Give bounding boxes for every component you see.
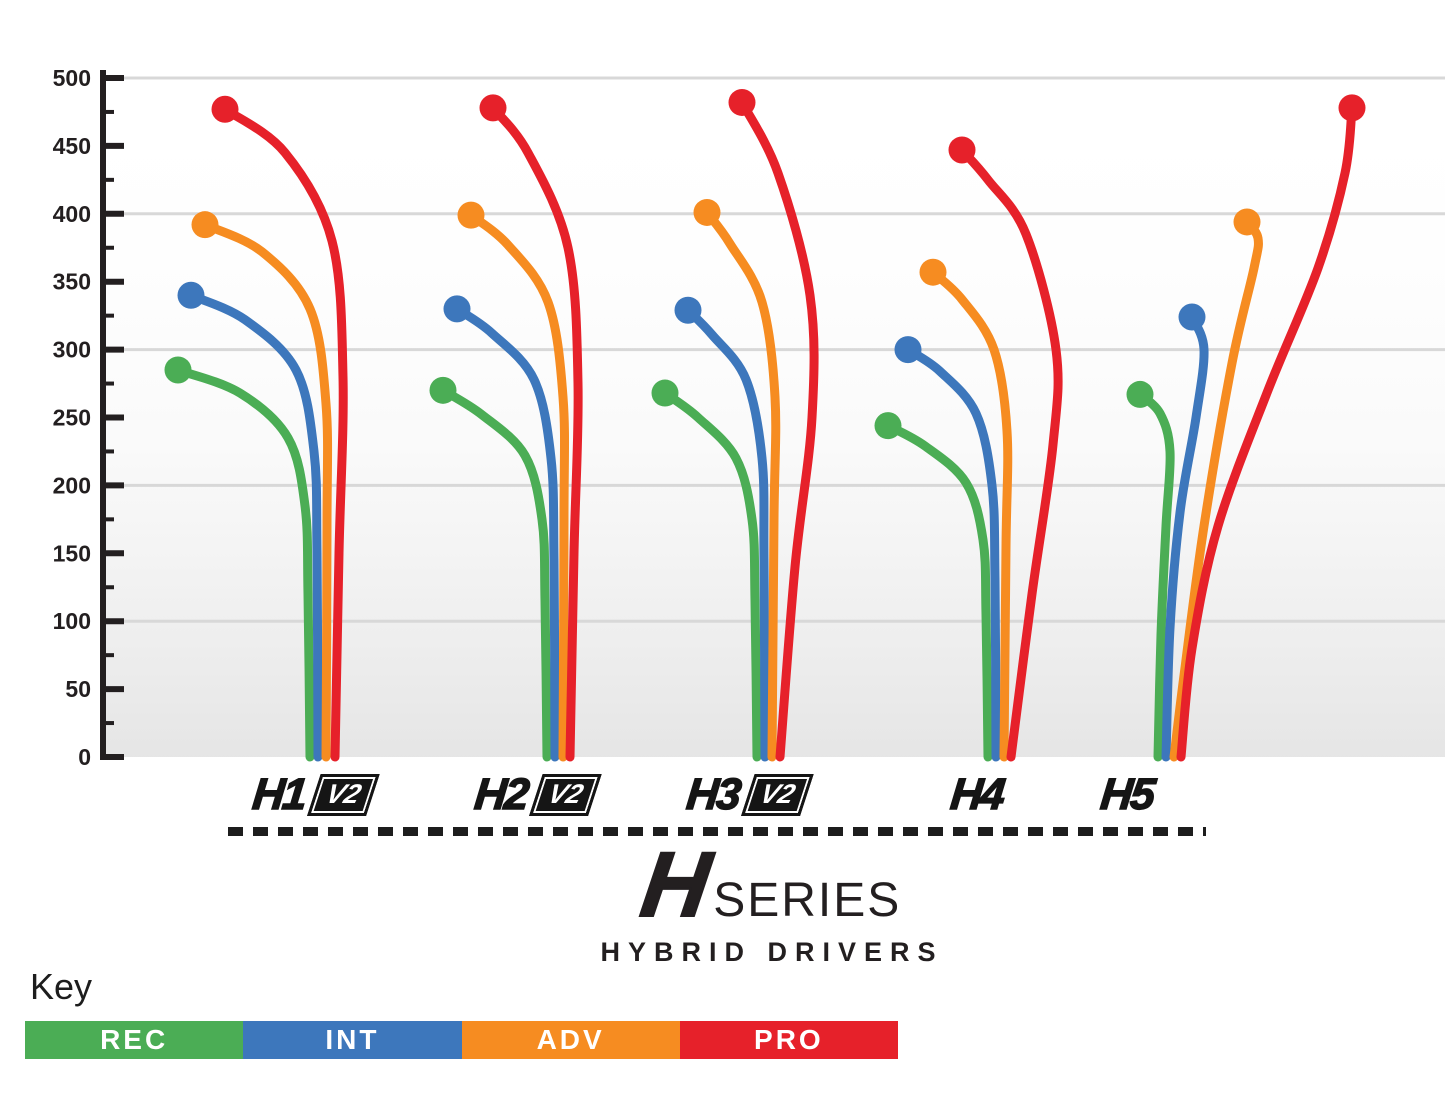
flight-path-H5-REC <box>1135 389 1175 762</box>
series-title: H SERIES <box>600 833 943 937</box>
y-tick-label-150: 150 <box>53 540 91 566</box>
series-title-letter: H <box>635 833 718 937</box>
key-segment-REC: REC <box>25 1021 244 1059</box>
disc-name-text: H3 <box>684 769 743 820</box>
flight-endpoint-H5-ADV <box>1233 208 1261 236</box>
flight-endpoint-H3V2-PRO <box>728 88 756 116</box>
key-segment-PRO: PRO <box>679 1021 898 1059</box>
flight-path-H2V2-INT <box>452 304 560 762</box>
disc-label-H5: H5 <box>1098 769 1157 820</box>
flight-endpoint-H1V2-ADV <box>191 211 219 239</box>
flight-path-H3V2-ADV <box>702 207 781 762</box>
flight-path-H5-PRO <box>1176 103 1357 762</box>
flight-path-H4-PRO <box>957 145 1063 762</box>
y-tick-label-350: 350 <box>53 269 91 295</box>
y-tick-label-500: 500 <box>53 65 91 91</box>
flight-endpoint-H4-REC <box>874 412 902 440</box>
disc-name-text: H1 <box>250 769 309 820</box>
flight-endpoint-H4-INT <box>894 336 922 364</box>
flight-path-H2V2-ADV <box>466 210 570 762</box>
flight-path-H3V2-REC <box>660 388 762 762</box>
flight-endpoint-H5-REC <box>1126 380 1154 408</box>
disc-name-text: H4 <box>948 769 1007 820</box>
key-segment-INT: INT <box>243 1021 462 1059</box>
flight-path-H3V2-INT <box>683 305 770 762</box>
disc-label-H4: H4 <box>948 769 1007 820</box>
disc-label-H3: H3 V2 <box>684 769 814 820</box>
disc-label-H1: H1 V2 <box>250 769 380 820</box>
y-tick-label-200: 200 <box>53 472 91 498</box>
disc-name-text: H2 <box>472 769 531 820</box>
flight-endpoint-H1V2-PRO <box>211 95 239 123</box>
flight-path-H1V2-PRO <box>220 104 348 762</box>
flight-endpoint-H2V2-INT <box>443 295 471 323</box>
title-block: H SERIES HYBRID DRIVERS <box>600 833 944 968</box>
flight-endpoint-H2V2-REC <box>429 376 457 404</box>
disc-label-H2: H2 V2 <box>472 769 602 820</box>
v2-badge: V2 <box>529 774 602 816</box>
y-tick-label-250: 250 <box>53 405 91 431</box>
y-tick-label-50: 50 <box>65 676 91 702</box>
flight-path-H3V2-PRO <box>737 97 819 762</box>
flight-endpoint-H3V2-ADV <box>693 198 721 226</box>
flight-endpoint-H1V2-INT <box>177 281 205 309</box>
disc-name-text: H5 <box>1098 769 1157 820</box>
key-legend-bar: REC INT ADV PRO <box>25 1021 898 1059</box>
flight-path-H1V2-INT <box>186 290 323 762</box>
flight-endpoint-H5-PRO <box>1338 94 1366 122</box>
series-subtitle: HYBRID DRIVERS <box>600 937 944 968</box>
flight-endpoint-H3V2-INT <box>674 296 702 324</box>
y-tick-label-0: 0 <box>78 744 91 770</box>
v2-badge: V2 <box>307 774 380 816</box>
flight-endpoint-H4-PRO <box>948 136 976 164</box>
v2-badge: V2 <box>741 774 814 816</box>
flight-endpoint-H4-ADV <box>919 258 947 286</box>
series-title-word: SERIES <box>713 873 902 927</box>
flight-path-H2V2-REC <box>438 385 552 762</box>
flight-path-H1V2-REC <box>173 365 315 762</box>
flight-path-H2V2-PRO <box>488 103 583 762</box>
y-tick-label-400: 400 <box>53 201 91 227</box>
flight-path-H4-REC <box>883 421 993 762</box>
flight-path-H1V2-ADV <box>200 220 333 762</box>
y-tick-label-450: 450 <box>53 133 91 159</box>
key-segment-ADV: ADV <box>461 1021 680 1059</box>
flight-endpoint-H2V2-PRO <box>479 94 507 122</box>
y-tick-label-100: 100 <box>53 608 91 634</box>
dashed-separator <box>228 827 1206 836</box>
flight-endpoint-H5-INT <box>1178 303 1206 331</box>
key-heading: Key <box>30 966 93 1007</box>
flight-endpoint-H3V2-REC <box>651 379 679 407</box>
flight-path-H4-INT <box>903 345 1001 762</box>
flight-endpoint-H1V2-REC <box>164 356 192 384</box>
flight-path-H5-INT <box>1161 312 1209 762</box>
flight-path-H4-ADV <box>928 267 1013 762</box>
flight-endpoint-H2V2-ADV <box>457 201 485 229</box>
y-tick-label-300: 300 <box>53 337 91 363</box>
